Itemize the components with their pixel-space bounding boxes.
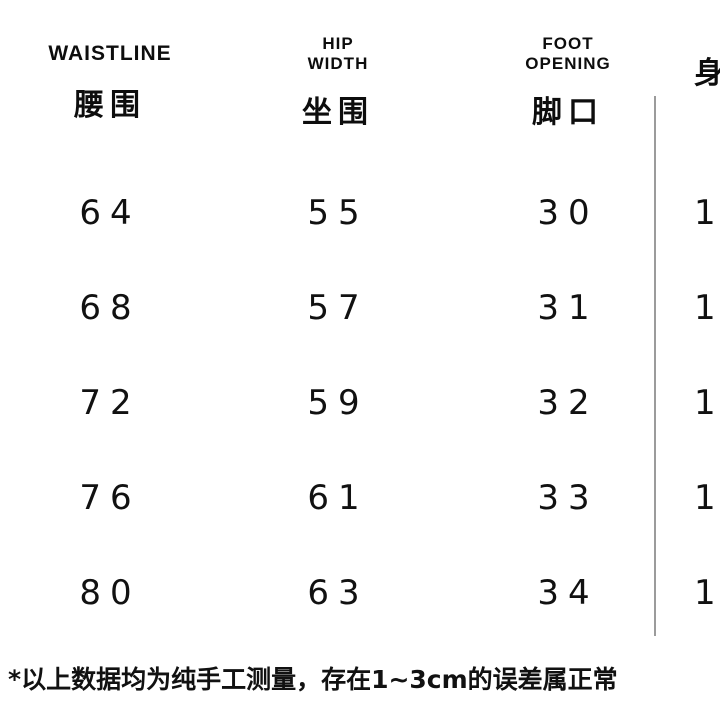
table-cell: 68 — [79, 288, 141, 328]
table-column-foot-opening: FOOT OPENING 脚口 30 31 32 33 34 — [468, 0, 668, 613]
table-column-waistline: WAISTLINE 腰围 64 68 72 76 80 — [10, 0, 210, 613]
column-header-cn-foot-opening: 脚口 — [532, 96, 604, 130]
table-cell: 59 — [307, 383, 369, 423]
column-header-en-waistline: WAISTLINE — [48, 42, 172, 65]
table-column-cut-off: 身 1 1 1 1 1 — [672, 0, 720, 613]
table-cell: 1 — [694, 573, 720, 613]
table-cell: 1 — [694, 193, 720, 233]
measurement-footnote: *以上数据均为纯手工测量，存在1~3cm的误差属正常 — [8, 665, 618, 694]
column-header-en-line-1: HIP — [322, 34, 354, 53]
table-cell: 34 — [537, 573, 599, 613]
table-cell: 32 — [537, 383, 599, 423]
column-cells-foot-opening: 30 31 32 33 34 — [468, 166, 668, 641]
table-cell: 31 — [537, 288, 599, 328]
table-cell: 1 — [694, 478, 720, 518]
size-table: WAISTLINE 腰围 64 68 72 76 80 HIP WIDTH 坐围… — [10, 0, 720, 636]
table-cell: 76 — [79, 478, 141, 518]
table-cell: 63 — [307, 573, 369, 613]
table-cell: 33 — [537, 478, 599, 518]
column-header-en-hip-width: HIP WIDTH — [238, 0, 438, 73]
column-divider — [654, 96, 656, 636]
table-cell: 61 — [307, 478, 369, 518]
table-column-hip-width: HIP WIDTH 坐围 55 57 59 61 63 — [238, 0, 438, 613]
table-cell: 57 — [307, 288, 369, 328]
table-cell: 1 — [694, 288, 720, 328]
table-cell: 55 — [307, 193, 369, 233]
column-header-en-foot-opening: FOOT OPENING — [468, 0, 668, 73]
column-header-cn-waistline: 腰围 — [74, 89, 146, 123]
column-header-en-line-2: WIDTH — [307, 53, 369, 73]
column-header-cn-hip-width: 坐围 — [302, 96, 374, 130]
table-cell: 1 — [694, 383, 720, 423]
column-header-en-line-1: FOOT — [542, 34, 594, 53]
column-header-en-cut-off — [672, 0, 720, 34]
column-cells-hip-width: 55 57 59 61 63 — [238, 166, 438, 641]
column-header-en-line-2: OPENING — [525, 53, 611, 73]
column-header-cn-cut-off: 身 — [694, 57, 720, 90]
table-cell: 64 — [79, 193, 141, 233]
table-cell: 72 — [79, 383, 141, 423]
table-cell: 80 — [79, 573, 141, 613]
table-cell: 30 — [537, 193, 599, 233]
column-cells-waistline: 64 68 72 76 80 — [10, 166, 210, 641]
column-cells-cut-off: 1 1 1 1 1 — [672, 166, 720, 641]
